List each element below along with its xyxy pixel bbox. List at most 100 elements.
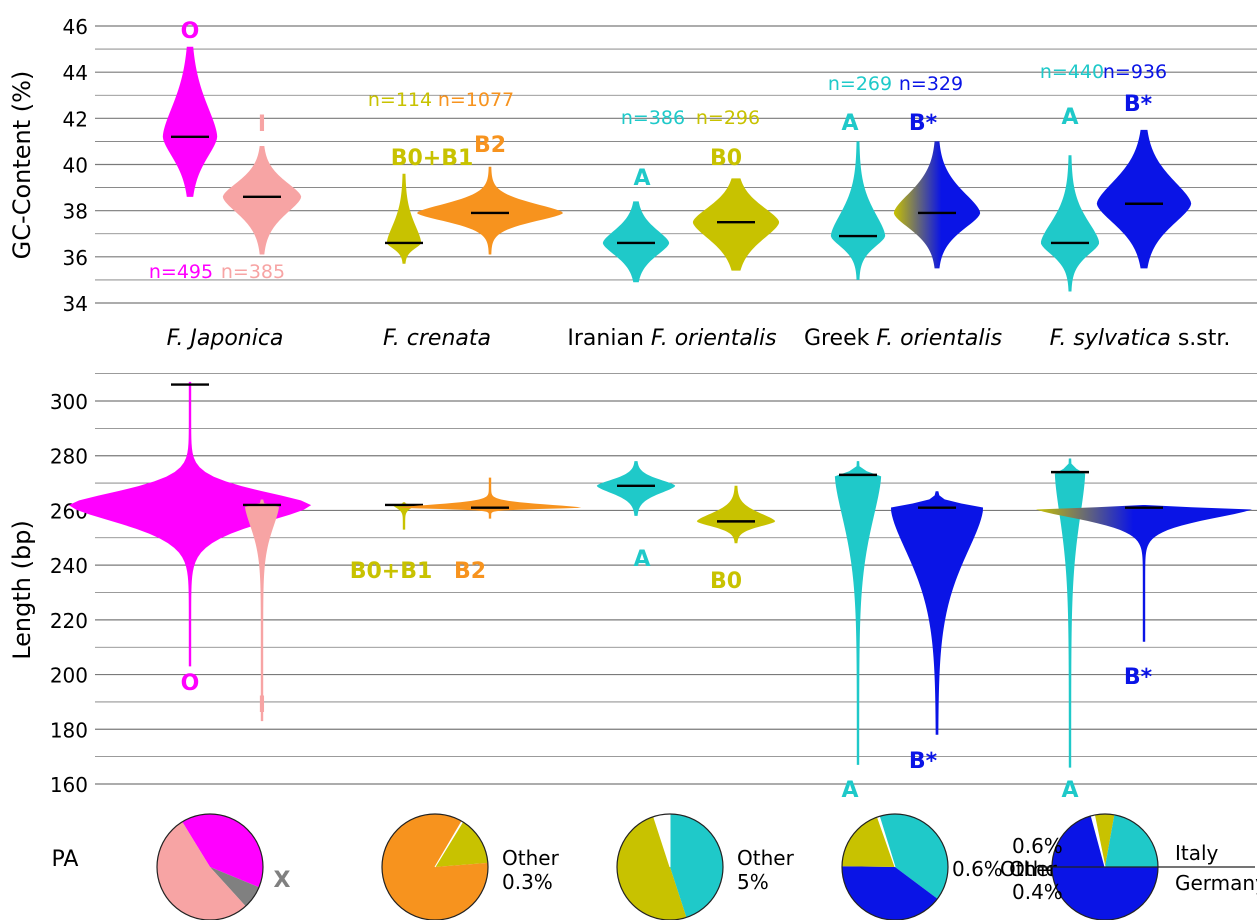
y-tick-label: 280 — [50, 445, 88, 469]
pie-outline — [616, 813, 724, 920]
pie-annotation: 0.6% Other — [952, 857, 1067, 881]
y-tick-label: 240 — [50, 554, 88, 578]
pie-slice — [157, 821, 246, 920]
sample-count: n=385 — [221, 261, 285, 283]
gc-y-ticks: 34 36 38 40 42 44 46 — [63, 15, 88, 316]
gc-content-panel: 34 36 38 40 42 44 46 GC-Content (%) On=495 In=3… — [8, 15, 1257, 316]
violin-tag: B0+B1 — [391, 146, 474, 171]
violin-4-1 — [1035, 504, 1253, 642]
violin-2-1 — [692, 178, 780, 271]
length-violins — [68, 381, 1253, 768]
violin-tag: B2 — [454, 559, 486, 584]
violin-1-0 — [386, 173, 422, 264]
violin-1-1 — [398, 477, 582, 519]
violin-tag: O — [181, 671, 200, 696]
violin-tag: A — [633, 547, 650, 572]
violin-tag: A — [841, 778, 858, 803]
gc-annotations: On=495 In=385 B0+B1 n=114 B2 n=1077 An=386 B0 n=… — [149, 19, 1167, 283]
sample-count: n=296 — [696, 107, 760, 129]
y-tick-label: 44 — [63, 61, 88, 85]
violin-1-1 — [417, 166, 563, 255]
length-y-axis-label: Length (bp) — [8, 520, 36, 660]
y-tick-label: 180 — [50, 718, 88, 742]
pa-label: PA — [52, 847, 79, 872]
violin-tag: O — [181, 19, 200, 44]
pie-slice — [382, 814, 488, 920]
y-tick-label: 300 — [50, 390, 88, 414]
violin-tag: B0 — [710, 569, 742, 594]
violin-3-0 — [830, 141, 886, 280]
group-label: Iranian F. orientalis — [567, 326, 776, 351]
pie-annotation: Other — [737, 846, 795, 870]
violin-tag: I — [258, 112, 266, 137]
sample-count: n=329 — [899, 73, 963, 95]
sample-count: n=495 — [149, 261, 213, 283]
violin-3-1 — [890, 491, 984, 735]
pie-outline — [381, 813, 489, 920]
group-label: F. sylvatica s.str. — [1050, 326, 1231, 351]
length-grid — [95, 373, 1257, 785]
pie-slice — [1094, 813, 1115, 867]
violin-tag: B* — [909, 749, 938, 774]
gc-violins — [162, 46, 1192, 292]
sample-count: n=936 — [1103, 61, 1167, 83]
y-tick-label: 200 — [50, 664, 88, 688]
violin-2-0 — [596, 461, 676, 516]
y-tick-label: 40 — [63, 154, 88, 178]
pie-slice — [1105, 814, 1158, 867]
pie-annotation: 0.6% — [1012, 834, 1063, 858]
pie-slice — [435, 821, 488, 867]
gc-y-axis-label: GC-Content (%) — [8, 71, 36, 260]
pie-annotation: Other — [502, 846, 560, 870]
pie-slice — [617, 816, 687, 920]
sample-count: n=114 — [368, 89, 432, 111]
y-tick-label: 46 — [63, 15, 88, 39]
violin-2-1 — [696, 485, 776, 544]
pie-outline — [156, 813, 264, 920]
violin-tag: I — [258, 693, 266, 718]
group-label: Greek F. orientalis — [804, 326, 1002, 351]
pie-annotation: 5% — [737, 870, 769, 894]
y-tick-label: 36 — [63, 246, 88, 270]
violin-tag: A — [1061, 778, 1078, 803]
violin-tag: B2 — [474, 133, 506, 158]
pie-slice — [1052, 815, 1159, 920]
y-tick-label: 38 — [63, 200, 88, 224]
violin-tag: B0 — [710, 146, 742, 171]
pie-annotation: 0.4% — [1012, 880, 1063, 904]
violin-tag: B0+B1 — [350, 559, 433, 584]
pie-outline — [841, 813, 949, 920]
pie-annotation: Other — [1000, 857, 1058, 881]
violin-tag: A — [1061, 105, 1078, 130]
pie-annotation: 0.3% — [502, 870, 553, 894]
violin-4-1 — [1096, 129, 1192, 269]
group-labels: F. Japonica F. crenata Iranian F. oriental… — [167, 326, 1231, 351]
pie-annotation: Italy — [1175, 841, 1219, 865]
group-label: F. Japonica — [167, 326, 284, 351]
violin-tag: B* — [909, 111, 938, 136]
violin-1-0 — [392, 502, 416, 530]
violin-tag: B* — [1124, 665, 1153, 690]
pie-slice — [182, 814, 263, 888]
pie-slice — [210, 867, 259, 907]
sample-count: n=386 — [621, 107, 685, 129]
violin-tag: A — [841, 111, 858, 136]
group-label: F. crenata — [383, 326, 491, 351]
y-tick-label: 42 — [63, 107, 88, 131]
sample-count: n=1077 — [438, 89, 514, 111]
length-annotations: O I B0+B1 B2 A B0 A B* A B* — [181, 547, 1153, 803]
pie-slice — [879, 814, 949, 899]
y-tick-label: 220 — [50, 609, 88, 633]
pie-slice — [842, 866, 938, 920]
violin-3-0 — [834, 461, 882, 765]
sample-count: n=440 — [1040, 61, 1104, 83]
pie-annotation: Germany — [1175, 871, 1257, 895]
sample-count: n=269 — [828, 73, 892, 95]
y-tick-label: 34 — [63, 292, 88, 316]
violin-0-1 — [244, 499, 280, 722]
violin-4-0 — [1040, 155, 1100, 292]
